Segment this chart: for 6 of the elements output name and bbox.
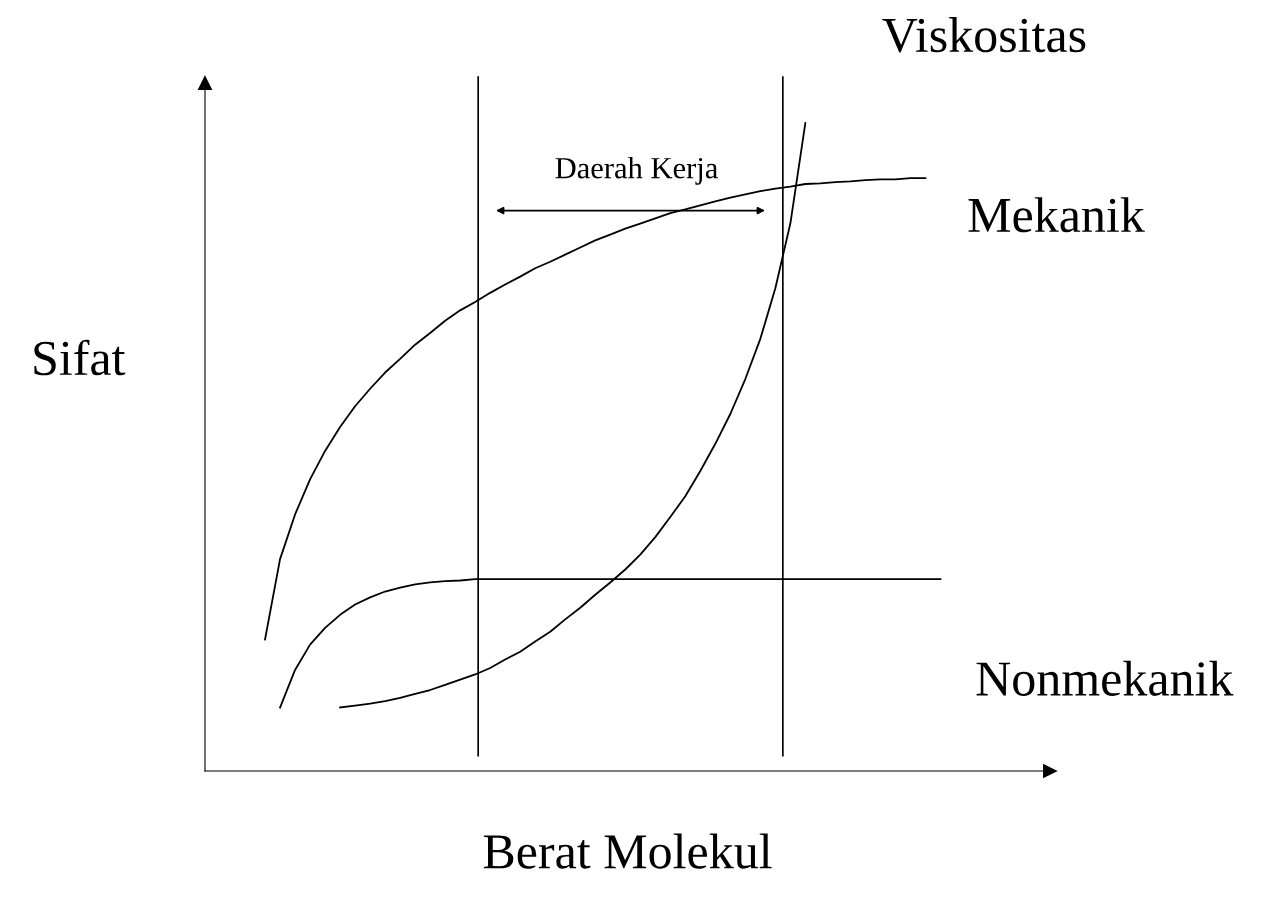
x-axis-title: Berat Molekul: [483, 833, 772, 869]
series-label: Mekanik: [968, 197, 1145, 233]
text: Viskositas: [882, 17, 1086, 53]
y-axis-title: Sifat: [34, 339, 126, 376]
series-label: Nonmekanik: [976, 660, 1234, 696]
annotation: Daerah Kerja: [555, 156, 718, 185]
